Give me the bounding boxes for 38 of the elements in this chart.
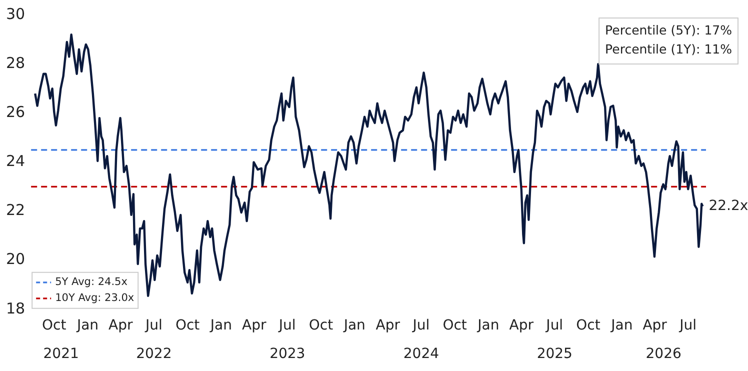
y-tick-label: 22 <box>6 201 26 220</box>
y-tick-label: 26 <box>6 103 26 122</box>
x-tick-label: Oct <box>308 317 334 334</box>
x-tick-label: Apr <box>376 317 400 334</box>
x-tick-label: Jan <box>476 317 500 334</box>
x-tick-label: Jul <box>412 317 430 334</box>
annotation: Percentile (5Y): 17% <box>605 22 732 38</box>
x-tick-label: Apr <box>642 317 668 334</box>
x2-tick-label: 2024 <box>403 346 440 362</box>
legend-label: 10Y Avg: 23.0x <box>55 292 134 304</box>
x2-tick-label: 2025 <box>536 346 572 362</box>
x2-tick-label: 2022 <box>136 346 172 362</box>
y-tick-label: 20 <box>6 250 26 268</box>
x-tick-label: Jan <box>209 317 232 334</box>
x-tick-label: Jul <box>278 317 296 334</box>
x-tick-label: Apr <box>108 317 134 334</box>
x2-tick-label: 2023 <box>270 346 306 362</box>
x-tick-label: Oct <box>442 317 468 334</box>
x-tick-label: Oct <box>576 317 601 334</box>
legend-label: 5Y Avg: 24.5x <box>55 276 128 288</box>
x-tick-label: Jul <box>144 317 162 334</box>
x2-tick-label: 2026 <box>646 346 682 362</box>
x-tick-label: Apr <box>509 317 534 334</box>
y-tick-label: 18 <box>6 299 26 318</box>
x2-tick-label: 2021 <box>43 346 79 362</box>
x-tick-label: Jan <box>342 317 366 334</box>
y-tick-label: 28 <box>6 54 26 72</box>
y-tick-label: 24 <box>6 152 26 170</box>
y-tick-label: 30 <box>6 4 26 23</box>
x-tick-label: Jan <box>76 317 99 334</box>
x-tick-label: Jan <box>610 317 633 334</box>
annotation: 22.2x <box>708 198 748 214</box>
x-tick-label: Jul <box>678 317 697 334</box>
x-tick-label: Oct <box>175 317 200 334</box>
x-tick-label: Jul <box>545 317 564 334</box>
annotation: Percentile (1Y): 11% <box>605 41 732 56</box>
x-tick-label: Oct <box>42 317 67 334</box>
x-tick-label: Apr <box>242 317 266 334</box>
